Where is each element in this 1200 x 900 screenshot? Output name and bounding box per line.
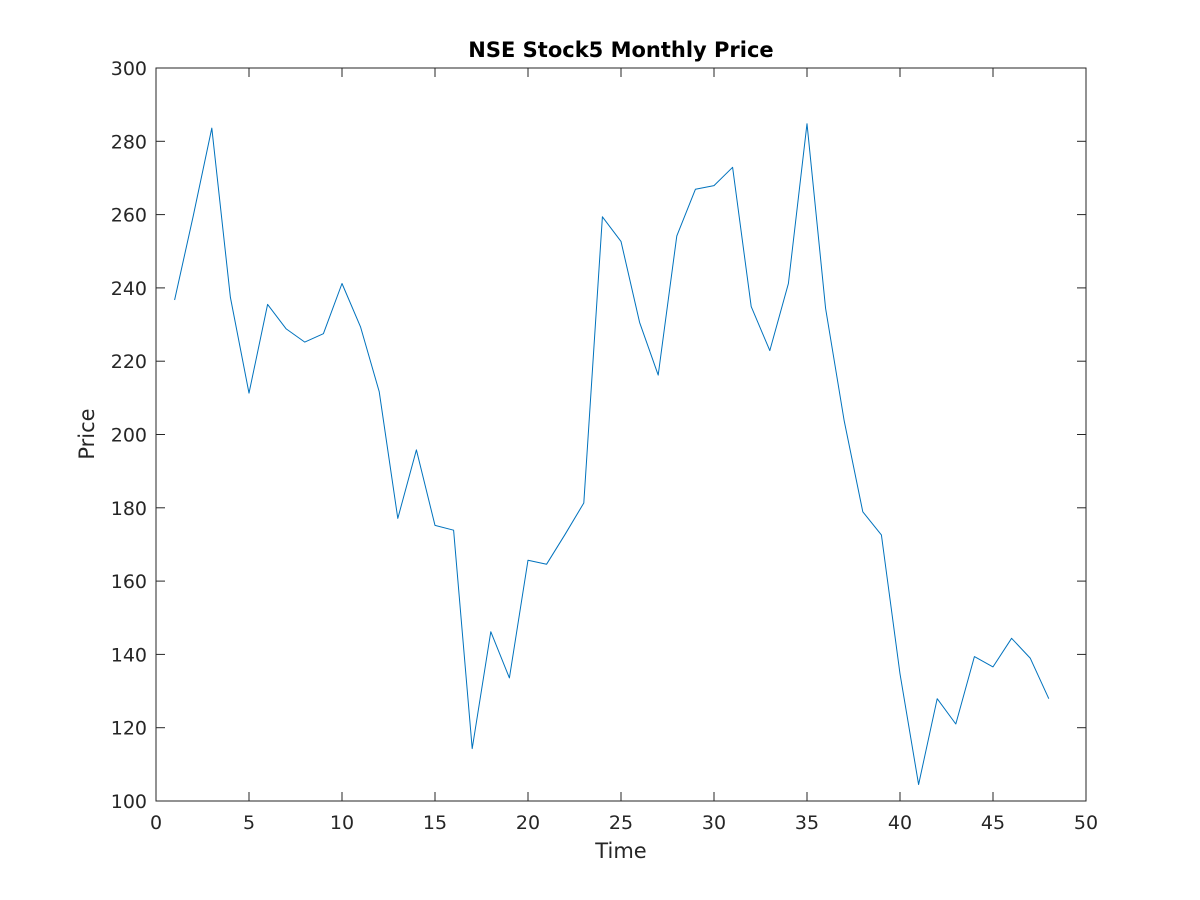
x-tick-label: 45 [981, 812, 1005, 834]
x-tick-label: 50 [1074, 812, 1098, 834]
y-tick-label: 240 [111, 278, 147, 300]
x-tick-label: 30 [702, 812, 726, 834]
x-tick-label: 40 [888, 812, 912, 834]
y-tick-label: 200 [111, 425, 147, 447]
y-tick-label: 140 [111, 644, 147, 666]
y-tick-label: 120 [111, 718, 147, 740]
price-series-line [174, 123, 1050, 785]
x-tick-label: 20 [516, 812, 540, 834]
series-layer [174, 123, 1050, 785]
x-tick-label: 15 [423, 812, 447, 834]
y-tick-label: 300 [111, 58, 147, 80]
x-tick-label: 10 [330, 812, 354, 834]
x-tick-label: 0 [150, 812, 162, 834]
y-tick-label: 260 [111, 205, 147, 227]
chart-title: NSE Stock5 Monthly Price [468, 38, 773, 62]
x-axis-label: Time [594, 839, 646, 863]
y-tick-label: 160 [111, 571, 147, 593]
y-axis-label: Price [75, 408, 99, 459]
plot-area [155, 67, 1087, 802]
y-tick-label: 280 [111, 131, 147, 153]
y-axis: 100 120 140 160 180 200 220 240 260 280 300 [111, 58, 1086, 813]
plot-frame [155, 67, 1087, 802]
y-tick-label: 220 [111, 351, 147, 373]
x-tick-label: 35 [795, 812, 819, 834]
x-tick-label: 5 [243, 812, 255, 834]
y-tick-label: 100 [111, 791, 147, 813]
y-tick-label: 180 [111, 498, 147, 520]
x-axis: 0 5 10 15 20 25 30 35 40 45 50 [150, 68, 1098, 834]
x-tick-label: 25 [609, 812, 633, 834]
